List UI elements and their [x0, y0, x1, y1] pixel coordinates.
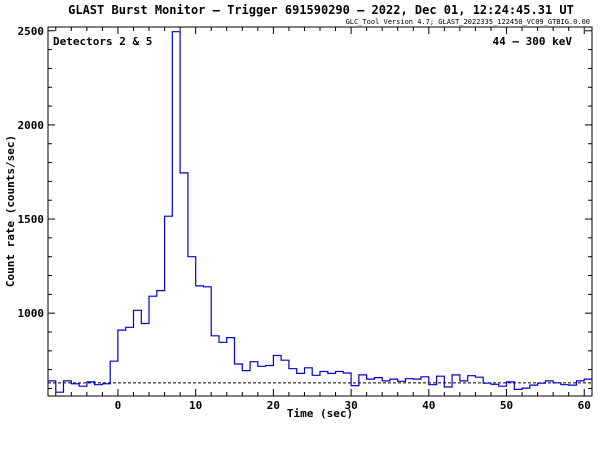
y-tick-label: 2000	[18, 119, 45, 132]
axis-ticks	[48, 27, 592, 396]
y-tick-label: 2500	[18, 25, 45, 38]
energy-range-annotation: 44 – 300 keV	[493, 35, 573, 48]
x-tick-label: 30	[344, 399, 357, 412]
x-tick-label: 20	[267, 399, 280, 412]
x-tick-label: 40	[422, 399, 435, 412]
x-tick-label: 60	[578, 399, 591, 412]
detectors-annotation: Detectors 2 & 5	[53, 35, 152, 48]
y-tick-label: 1500	[18, 213, 45, 226]
x-tick-label: 0	[115, 399, 122, 412]
y-tick-label: 1000	[18, 307, 45, 320]
chart-subtitle: GLC_Tool Version 4.7; GLAST_2022335_1224…	[346, 18, 590, 26]
y-axis-label: Count rate (counts/sec)	[4, 135, 17, 287]
chart-title: GLAST Burst Monitor – Trigger 691590290 …	[68, 3, 574, 17]
tick-labels: 0 10 20 30 40 50 60 1000 1500 2000 2500	[18, 25, 591, 412]
x-tick-label: 50	[500, 399, 513, 412]
light-curve-series	[48, 31, 592, 393]
x-tick-label: 10	[189, 399, 202, 412]
plot-frame	[47, 26, 593, 397]
x-axis-label: Time (sec)	[287, 407, 353, 420]
